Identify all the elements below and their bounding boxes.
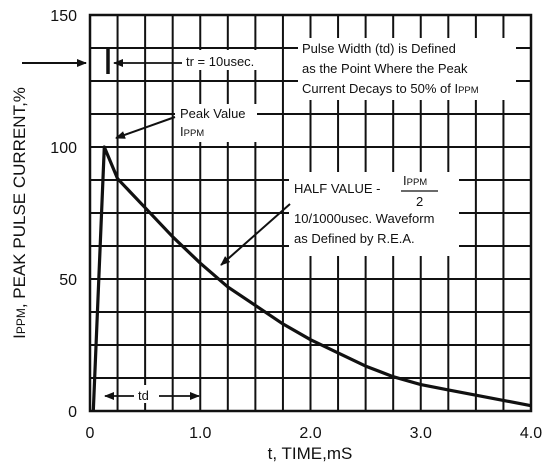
peak-label: Peak Value [180, 106, 246, 121]
x-tick-label: 1.0 [189, 425, 211, 442]
plot-frame [88, 13, 533, 413]
x-tick-label: 4.0 [520, 425, 542, 442]
y-tick-label: 50 [59, 272, 77, 289]
x-tick-label: 3.0 [410, 425, 432, 442]
pulse-width-note-bg [298, 38, 516, 100]
peak-label-bg [175, 104, 257, 142]
td-label: td [138, 388, 149, 403]
half-value-denominator: 2 [416, 194, 423, 209]
peak-arrow [115, 116, 176, 139]
x-axis-label: t, TIME,mS [268, 444, 353, 463]
waveform-line-2: as Defined by R.E.A. [294, 231, 415, 246]
pulse-width-line-3: Current Decays to 50% of IPPM [302, 81, 479, 96]
x-tick-label: 0 [86, 425, 95, 442]
pulse-width-line-1: Pulse Width (td) is Defined [302, 41, 456, 56]
half-value-prefix: HALF VALUE - [294, 181, 380, 196]
half-value-note-bg [289, 172, 459, 256]
y-tick-label: 0 [68, 404, 77, 421]
td-label-bg [135, 385, 157, 403]
tr-label-bg [183, 50, 268, 70]
tr-label: tr = 10usec. [186, 54, 254, 69]
y-axis-label: IPPM, PEAK PULSE CURRENT,% [10, 87, 29, 339]
peak-symbol: IPPM [180, 124, 204, 139]
series-line-waveform [91, 145, 532, 412]
half-value-arrow [220, 203, 291, 266]
half-value-numerator: IPPM [403, 173, 427, 188]
y-tick-label: 150 [50, 8, 77, 25]
tick-labels: 0 1.0 2.0 3.0 4.0 0 50 100 150 [50, 8, 542, 442]
y-tick-label: 100 [50, 140, 77, 157]
waveform-line-1: 10/1000usec. Waveform [294, 211, 434, 226]
x-tick-label: 2.0 [299, 425, 321, 442]
pulse-width-line-2: as the Point Where the Peak [302, 61, 468, 76]
